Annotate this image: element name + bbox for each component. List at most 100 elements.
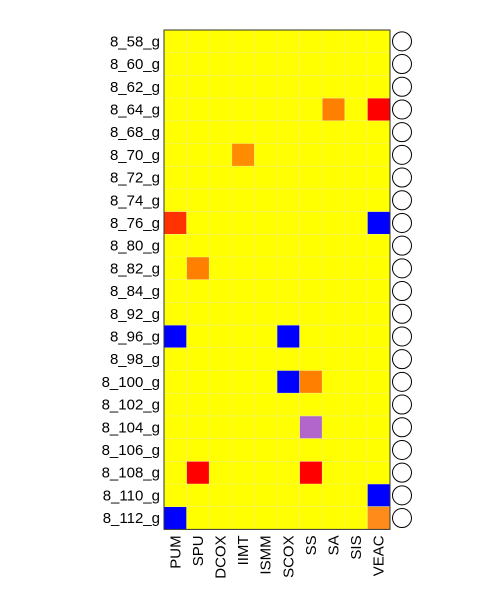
heatmap-cell <box>254 257 277 280</box>
heatmap-cell <box>209 211 232 235</box>
heatmap-cell <box>164 461 187 484</box>
heatmap-cell <box>367 188 390 212</box>
row-label: 8_80_g <box>110 238 160 255</box>
heatmap-cell <box>186 98 210 121</box>
heatmap-cell <box>164 166 187 189</box>
heatmap-cell <box>344 120 368 144</box>
row-label: 8_102_g <box>102 397 160 414</box>
heatmap-cell <box>367 325 390 348</box>
heatmap-cell <box>231 415 255 439</box>
heatmap-cell <box>209 370 232 394</box>
heatmap-cell <box>322 484 345 507</box>
row-label: 8_74_g <box>110 192 160 209</box>
heatmap-cell <box>367 234 390 257</box>
heatmap-cell <box>209 438 232 462</box>
heatmap-cell <box>344 98 368 121</box>
heatmap-cell <box>254 393 277 416</box>
row-label: 8_112_g <box>103 510 160 527</box>
heatmap-cell <box>209 415 232 439</box>
heatmap-cell <box>164 52 187 76</box>
heatmap-cell <box>299 347 323 371</box>
row-label: 8_82_g <box>110 260 160 277</box>
heatmap-cell <box>164 234 187 257</box>
heatmap-cell <box>164 302 187 326</box>
heatmap-cell <box>299 484 323 507</box>
heatmap-cell <box>344 211 368 235</box>
heatmap-cell <box>164 143 187 167</box>
row-label: 8_68_g <box>110 124 160 141</box>
heatmap-cell <box>231 211 255 235</box>
heatmap-cell <box>322 52 345 76</box>
heatmap-cell <box>367 279 390 303</box>
heatmap-cell <box>299 415 323 439</box>
heatmap-cell <box>231 506 255 530</box>
row-marker-circle <box>392 303 412 324</box>
heatmap-cell <box>231 188 255 212</box>
heatmap-cell <box>299 211 323 235</box>
heatmap-cell <box>231 347 255 371</box>
heatmap-cell <box>277 506 300 530</box>
heatmap-cell <box>322 166 345 189</box>
row-label: 8_70_g <box>110 147 160 164</box>
heatmap-cell <box>367 461 390 484</box>
row-label: 8_106_g <box>102 442 160 459</box>
heatmap-cell <box>299 188 323 212</box>
heatmap-cell <box>254 120 277 144</box>
heatmap-cell <box>254 211 277 235</box>
heatmap-cell <box>186 75 210 99</box>
heatmap-cell <box>254 143 277 167</box>
heatmap-cell <box>186 166 210 189</box>
heatmap-cell <box>231 166 255 189</box>
heatmap-cell <box>231 393 255 416</box>
heatmap-cell <box>186 347 210 371</box>
heatmap-cell <box>299 166 323 189</box>
row-label: 8_64_g <box>110 101 160 118</box>
heatmap-cell <box>322 325 345 348</box>
heatmap-cell <box>277 279 300 303</box>
row-label: 8_96_g <box>110 328 160 345</box>
heatmap-cell <box>254 52 277 76</box>
heatmap-cell <box>209 98 232 121</box>
heatmap-cell <box>344 347 368 371</box>
heatmap-cell <box>186 393 210 416</box>
heatmap-cell <box>186 211 210 235</box>
heatmap-cell <box>186 370 210 394</box>
heatmap-cell <box>231 143 255 167</box>
heatmap-cell <box>322 347 345 371</box>
heatmap-cell <box>344 30 368 53</box>
heatmap-cell <box>344 143 368 167</box>
heatmap-cell <box>367 75 390 99</box>
heatmap-cell <box>254 484 277 507</box>
heatmap-cell <box>277 438 300 462</box>
heatmap-cell <box>164 393 187 416</box>
heatmap-cell <box>186 188 210 212</box>
heatmap-cell <box>322 30 345 53</box>
heatmap-cell <box>277 75 300 99</box>
row-marker-circle <box>392 190 412 211</box>
heatmap-cell <box>186 325 210 348</box>
heatmap-cell <box>367 52 390 76</box>
heatmap-cell <box>322 370 345 394</box>
heatmap-cell <box>254 188 277 212</box>
row-marker-circle <box>392 212 412 233</box>
heatmap-cell <box>254 98 277 121</box>
heatmap-cell <box>231 120 255 144</box>
heatmap-cell <box>277 98 300 121</box>
heatmap-cell <box>299 438 323 462</box>
heatmap-cell <box>231 325 255 348</box>
heatmap-cell <box>277 211 300 235</box>
heatmap-cell <box>277 461 300 484</box>
heatmap-cell <box>277 52 300 76</box>
heatmap-cell <box>186 52 210 76</box>
row-label: 8_98_g <box>110 351 160 368</box>
heatmap-cell <box>322 98 345 121</box>
row-marker-circle <box>392 462 412 483</box>
heatmap-cell <box>299 370 323 394</box>
heatmap-cell <box>322 506 345 530</box>
heatmap-cell <box>299 52 323 76</box>
heatmap-cell <box>322 257 345 280</box>
heatmap-cell <box>186 120 210 144</box>
heatmap-cell <box>254 461 277 484</box>
heatmap-cell <box>209 52 232 76</box>
heatmap-cell <box>209 347 232 371</box>
